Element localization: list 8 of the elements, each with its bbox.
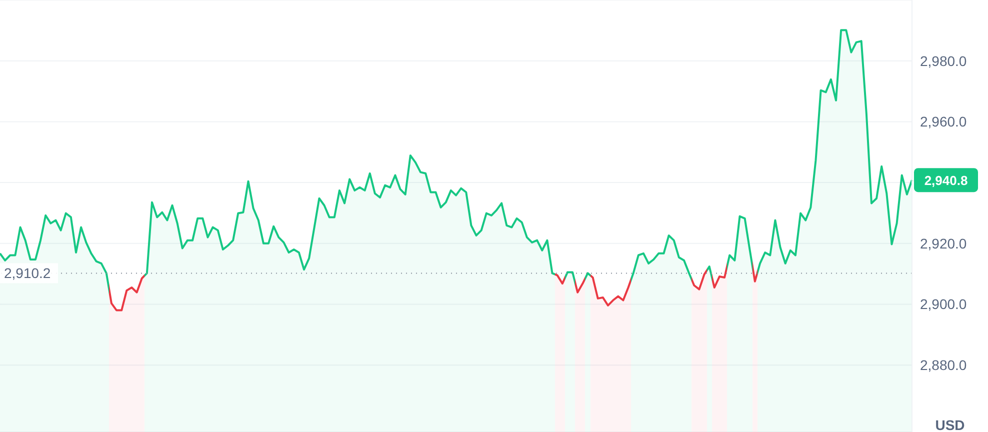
- y-tick-label: 2,880.0: [920, 357, 967, 374]
- y-tick-label: 2,960.0: [920, 114, 967, 130]
- y-tick-label: 2,920.0: [920, 235, 967, 252]
- y-axis-title: USD: [935, 417, 965, 432]
- ref-line-label: 2,910.2: [4, 265, 51, 282]
- y-tick-label: 2,900.0: [920, 296, 967, 312]
- y-tick-label: 2,980.0: [920, 52, 967, 69]
- data-label: 2,940.8: [924, 173, 968, 188]
